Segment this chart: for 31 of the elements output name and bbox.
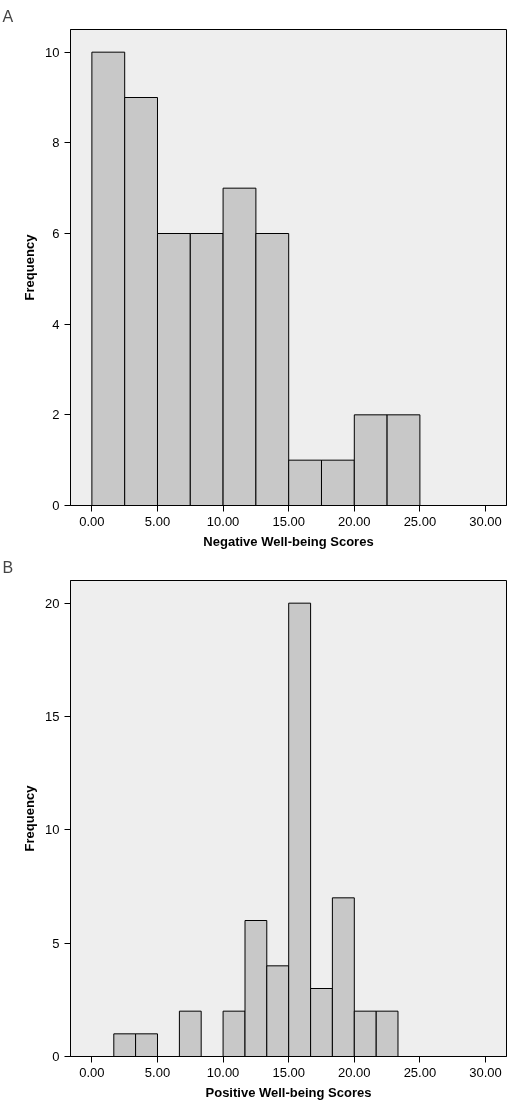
x-tick-label: 10.00 <box>206 1064 240 1080</box>
y-tick-label: 10 <box>45 822 60 838</box>
y-tick-label: 2 <box>52 407 60 423</box>
x-tick-label: 25.00 <box>403 1064 437 1080</box>
x-tick-label: 15.00 <box>272 1064 305 1080</box>
y-tick-label: 15 <box>45 709 60 724</box>
y-axis-title: Frequency <box>22 784 38 852</box>
x-tick-label: 20.00 <box>338 513 371 529</box>
x-tick-label: 25.00 <box>403 513 437 529</box>
x-tick-label: 20.00 <box>338 1064 371 1080</box>
y-tick-label: 6 <box>52 226 60 241</box>
chart-title: B <box>2 558 14 576</box>
y-tick-label: 5 <box>52 935 60 951</box>
y-tick-label: 0 <box>52 1049 60 1064</box>
y-tick-label: 8 <box>52 135 60 151</box>
chart-title: A <box>2 7 14 25</box>
x-tick-label: 10.00 <box>206 513 240 529</box>
x-tick-label: 15.00 <box>272 513 305 529</box>
x-tick-label: 5.00 <box>144 513 171 529</box>
x-axis-title: Positive Well-being Scores <box>205 1084 372 1100</box>
y-tick-label: 20 <box>45 595 60 611</box>
y-tick-label: 4 <box>52 316 60 332</box>
x-tick-label: 30.00 <box>469 1064 502 1080</box>
y-axis-title: Frequency <box>22 233 38 301</box>
y-tick-label: 0 <box>52 498 60 513</box>
y-tick-label: 10 <box>45 44 60 60</box>
x-tick-label: 30.00 <box>469 513 502 529</box>
x-tick-label: 0.00 <box>79 1064 105 1080</box>
x-tick-label: 5.00 <box>144 1064 171 1080</box>
x-axis-title: Negative Well-being Scores <box>203 533 374 549</box>
x-tick-label: 0.00 <box>79 513 105 529</box>
